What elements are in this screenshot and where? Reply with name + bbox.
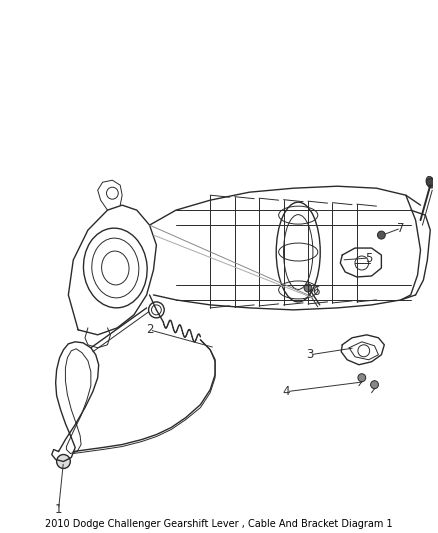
Text: 3: 3 <box>306 348 314 361</box>
Circle shape <box>426 178 434 186</box>
Text: 2010 Dodge Challenger Gearshift Lever , Cable And Bracket Diagram 1: 2010 Dodge Challenger Gearshift Lever , … <box>45 519 393 529</box>
Circle shape <box>378 231 385 239</box>
Text: 5: 5 <box>365 252 372 264</box>
Text: 4: 4 <box>283 385 290 398</box>
Text: 7: 7 <box>397 222 405 235</box>
Text: 1: 1 <box>55 503 62 516</box>
Text: 6: 6 <box>312 286 320 298</box>
Circle shape <box>371 381 378 389</box>
Circle shape <box>57 455 71 469</box>
Circle shape <box>358 374 366 382</box>
Ellipse shape <box>426 176 434 188</box>
Text: 2: 2 <box>146 324 153 336</box>
Circle shape <box>304 284 312 292</box>
